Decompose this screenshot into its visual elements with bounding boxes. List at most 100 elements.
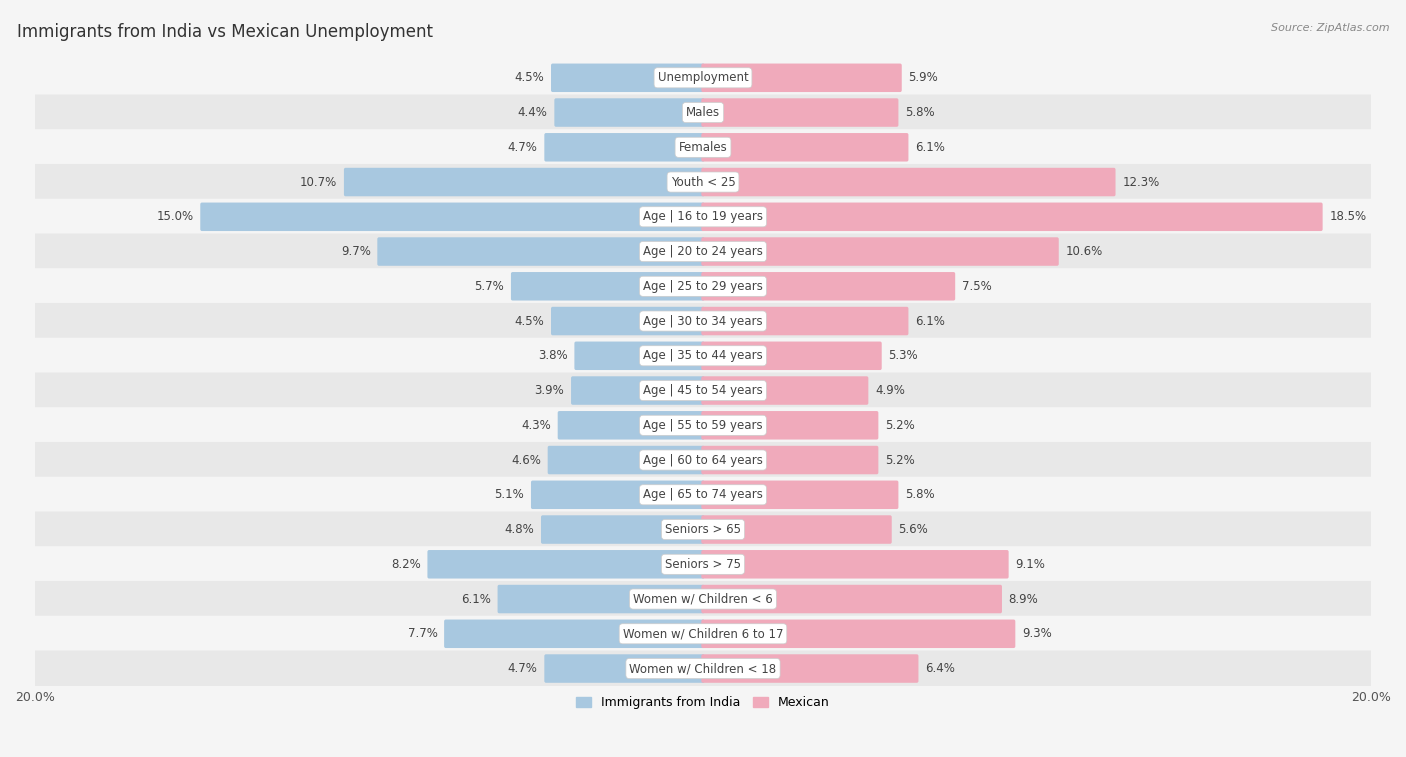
Text: Age | 16 to 19 years: Age | 16 to 19 years: [643, 210, 763, 223]
Text: 4.7%: 4.7%: [508, 662, 537, 675]
FancyBboxPatch shape: [551, 307, 704, 335]
Text: Source: ZipAtlas.com: Source: ZipAtlas.com: [1271, 23, 1389, 33]
FancyBboxPatch shape: [702, 516, 891, 544]
FancyBboxPatch shape: [702, 585, 1002, 613]
Text: 5.7%: 5.7%: [474, 280, 505, 293]
FancyBboxPatch shape: [702, 411, 879, 440]
Text: 5.2%: 5.2%: [884, 419, 915, 431]
FancyBboxPatch shape: [34, 268, 1372, 304]
FancyBboxPatch shape: [544, 654, 704, 683]
Text: Unemployment: Unemployment: [658, 71, 748, 84]
FancyBboxPatch shape: [702, 341, 882, 370]
Text: 4.8%: 4.8%: [505, 523, 534, 536]
Text: 6.1%: 6.1%: [915, 315, 945, 328]
FancyBboxPatch shape: [702, 619, 1015, 648]
FancyBboxPatch shape: [34, 372, 1372, 409]
Text: 5.8%: 5.8%: [905, 488, 935, 501]
Text: Women w/ Children 6 to 17: Women w/ Children 6 to 17: [623, 628, 783, 640]
FancyBboxPatch shape: [34, 164, 1372, 200]
FancyBboxPatch shape: [427, 550, 704, 578]
FancyBboxPatch shape: [34, 338, 1372, 374]
Text: 5.9%: 5.9%: [908, 71, 938, 84]
FancyBboxPatch shape: [702, 446, 879, 475]
FancyBboxPatch shape: [702, 98, 898, 126]
FancyBboxPatch shape: [34, 512, 1372, 547]
FancyBboxPatch shape: [34, 650, 1372, 687]
Text: 7.7%: 7.7%: [408, 628, 437, 640]
FancyBboxPatch shape: [34, 407, 1372, 444]
FancyBboxPatch shape: [444, 619, 704, 648]
Text: 7.5%: 7.5%: [962, 280, 991, 293]
FancyBboxPatch shape: [551, 64, 704, 92]
Text: 4.4%: 4.4%: [517, 106, 548, 119]
Text: 4.7%: 4.7%: [508, 141, 537, 154]
FancyBboxPatch shape: [541, 516, 704, 544]
Text: 5.8%: 5.8%: [905, 106, 935, 119]
FancyBboxPatch shape: [554, 98, 704, 126]
Text: 10.7%: 10.7%: [299, 176, 337, 188]
FancyBboxPatch shape: [702, 237, 1059, 266]
Text: Age | 45 to 54 years: Age | 45 to 54 years: [643, 384, 763, 397]
Text: 6.1%: 6.1%: [915, 141, 945, 154]
Text: Females: Females: [679, 141, 727, 154]
FancyBboxPatch shape: [34, 615, 1372, 652]
FancyBboxPatch shape: [34, 199, 1372, 235]
FancyBboxPatch shape: [34, 95, 1372, 131]
Text: 5.3%: 5.3%: [889, 349, 918, 363]
Text: Age | 20 to 24 years: Age | 20 to 24 years: [643, 245, 763, 258]
Text: Age | 65 to 74 years: Age | 65 to 74 years: [643, 488, 763, 501]
FancyBboxPatch shape: [544, 133, 704, 161]
FancyBboxPatch shape: [498, 585, 704, 613]
FancyBboxPatch shape: [34, 547, 1372, 582]
Text: Age | 60 to 64 years: Age | 60 to 64 years: [643, 453, 763, 466]
FancyBboxPatch shape: [34, 129, 1372, 165]
Text: Age | 30 to 34 years: Age | 30 to 34 years: [643, 315, 763, 328]
FancyBboxPatch shape: [702, 64, 901, 92]
FancyBboxPatch shape: [531, 481, 704, 509]
FancyBboxPatch shape: [377, 237, 704, 266]
Text: Women w/ Children < 6: Women w/ Children < 6: [633, 593, 773, 606]
FancyBboxPatch shape: [34, 60, 1372, 96]
Text: 6.1%: 6.1%: [461, 593, 491, 606]
FancyBboxPatch shape: [34, 442, 1372, 478]
Text: 6.4%: 6.4%: [925, 662, 955, 675]
FancyBboxPatch shape: [34, 303, 1372, 339]
Text: 9.3%: 9.3%: [1022, 628, 1052, 640]
FancyBboxPatch shape: [34, 233, 1372, 269]
Text: 4.5%: 4.5%: [515, 71, 544, 84]
Text: Youth < 25: Youth < 25: [671, 176, 735, 188]
Text: 18.5%: 18.5%: [1329, 210, 1367, 223]
FancyBboxPatch shape: [200, 203, 704, 231]
FancyBboxPatch shape: [702, 272, 955, 301]
Text: 4.5%: 4.5%: [515, 315, 544, 328]
Text: Age | 35 to 44 years: Age | 35 to 44 years: [643, 349, 763, 363]
Text: 5.6%: 5.6%: [898, 523, 928, 536]
Text: 15.0%: 15.0%: [156, 210, 194, 223]
Text: 9.7%: 9.7%: [340, 245, 371, 258]
FancyBboxPatch shape: [702, 376, 869, 405]
Text: Males: Males: [686, 106, 720, 119]
Text: Seniors > 75: Seniors > 75: [665, 558, 741, 571]
Text: Age | 25 to 29 years: Age | 25 to 29 years: [643, 280, 763, 293]
FancyBboxPatch shape: [34, 581, 1372, 617]
Text: Seniors > 65: Seniors > 65: [665, 523, 741, 536]
FancyBboxPatch shape: [702, 550, 1008, 578]
Text: 8.9%: 8.9%: [1008, 593, 1039, 606]
Text: 8.2%: 8.2%: [391, 558, 420, 571]
FancyBboxPatch shape: [571, 376, 704, 405]
FancyBboxPatch shape: [558, 411, 704, 440]
Text: Women w/ Children < 18: Women w/ Children < 18: [630, 662, 776, 675]
FancyBboxPatch shape: [344, 168, 704, 196]
Text: 4.9%: 4.9%: [875, 384, 905, 397]
FancyBboxPatch shape: [702, 168, 1115, 196]
Text: 4.3%: 4.3%: [522, 419, 551, 431]
Text: 10.6%: 10.6%: [1066, 245, 1102, 258]
FancyBboxPatch shape: [702, 133, 908, 161]
FancyBboxPatch shape: [548, 446, 704, 475]
Legend: Immigrants from India, Mexican: Immigrants from India, Mexican: [571, 691, 835, 714]
FancyBboxPatch shape: [702, 654, 918, 683]
FancyBboxPatch shape: [702, 203, 1323, 231]
Text: Immigrants from India vs Mexican Unemployment: Immigrants from India vs Mexican Unemplo…: [17, 23, 433, 41]
Text: 9.1%: 9.1%: [1015, 558, 1045, 571]
FancyBboxPatch shape: [510, 272, 704, 301]
